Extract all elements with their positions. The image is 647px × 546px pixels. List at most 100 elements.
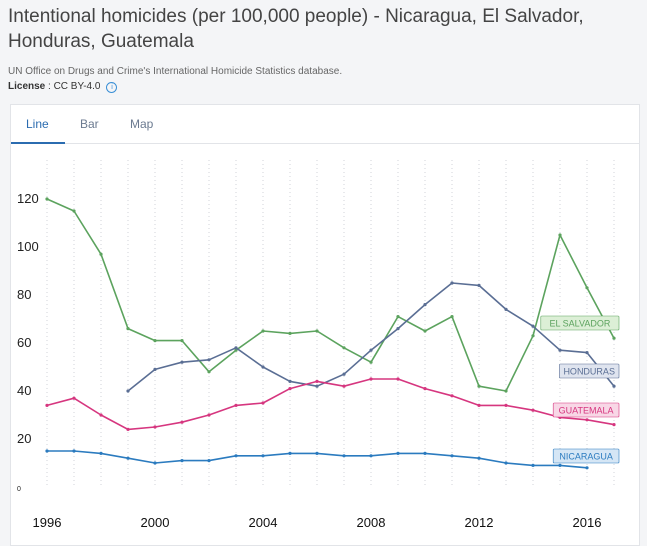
- data-point: [504, 403, 508, 407]
- page-title: Intentional homicides (per 100,000 peopl…: [8, 6, 584, 52]
- data-point: [612, 384, 616, 388]
- active-tab-indicator: [11, 142, 65, 144]
- data-point: [396, 327, 400, 331]
- data-point: [423, 451, 427, 455]
- data-point: [180, 420, 184, 424]
- data-point: [531, 408, 535, 412]
- data-point: [207, 358, 211, 362]
- data-point: [558, 348, 562, 352]
- data-point: [369, 360, 373, 364]
- data-point: [45, 449, 49, 453]
- data-point: [396, 377, 400, 381]
- data-point: [153, 461, 157, 465]
- data-point: [99, 451, 103, 455]
- data-point: [477, 403, 481, 407]
- license-value: : CC BY-4.0: [45, 81, 101, 92]
- x-tick-label: 2004: [249, 515, 278, 530]
- data-point: [477, 283, 481, 287]
- data-point: [72, 449, 76, 453]
- data-point: [342, 384, 346, 388]
- data-point: [342, 454, 346, 458]
- info-icon[interactable]: i: [106, 82, 118, 93]
- data-point: [288, 379, 292, 383]
- data-point: [504, 307, 508, 311]
- data-point: [234, 454, 238, 458]
- data-point: [504, 389, 508, 393]
- data-point: [558, 463, 562, 467]
- data-point: [585, 286, 589, 290]
- legend-label-box: [540, 315, 620, 331]
- data-point: [315, 451, 319, 455]
- data-point: [315, 379, 319, 383]
- data-point: [558, 233, 562, 237]
- y-tick-label: 100: [17, 239, 39, 254]
- legend-label: HONDURAS: [563, 367, 615, 377]
- legend-label-box: [559, 363, 620, 379]
- data-point: [423, 329, 427, 333]
- data-point: [585, 466, 589, 470]
- data-point: [261, 401, 265, 405]
- data-point: [423, 387, 427, 391]
- data-point: [288, 451, 292, 455]
- data-point: [126, 327, 130, 331]
- data-point: [288, 387, 292, 391]
- data-point: [153, 367, 157, 371]
- legend-label: EL SALVADOR: [549, 319, 610, 329]
- x-tick-label: 2012: [465, 515, 494, 530]
- data-point: [153, 425, 157, 429]
- license-label: License: [8, 81, 46, 92]
- data-point: [153, 339, 157, 343]
- source-text: UN Office on Drugs and Crime's Internati…: [8, 66, 343, 77]
- data-point: [369, 348, 373, 352]
- tab-line[interactable]: Line: [26, 117, 49, 131]
- data-point: [207, 459, 211, 463]
- data-point: [234, 346, 238, 350]
- y-tick-label: 120: [17, 191, 39, 206]
- x-tick-label: 2008: [357, 515, 386, 530]
- data-point: [261, 454, 265, 458]
- data-point: [477, 384, 481, 388]
- data-point: [612, 423, 616, 427]
- y-tick-label: 0: [17, 486, 21, 493]
- data-point: [585, 351, 589, 355]
- data-point: [99, 252, 103, 256]
- series-line-el-salvador: [46, 198, 615, 392]
- data-point: [72, 209, 76, 213]
- y-tick-label: 60: [17, 335, 31, 350]
- data-point: [207, 413, 211, 417]
- data-point: [126, 427, 130, 431]
- x-tick-label: 2000: [141, 515, 170, 530]
- data-point: [234, 403, 238, 407]
- data-point: [315, 329, 319, 333]
- data-point: [531, 334, 535, 338]
- legend-label: NICARAGUA: [559, 452, 613, 462]
- data-point: [531, 324, 535, 328]
- legend-label-box: [552, 402, 620, 418]
- tab-bar[interactable]: Bar: [80, 117, 99, 131]
- legend-label-box: [552, 448, 620, 464]
- y-tick-label: 20: [17, 431, 31, 446]
- data-point: [342, 372, 346, 376]
- data-point: [396, 315, 400, 319]
- data-point: [72, 396, 76, 400]
- series-line-guatemala: [46, 378, 615, 431]
- data-point: [369, 454, 373, 458]
- license-row: License : CC BY-4.0 i: [8, 81, 639, 93]
- data-point: [180, 339, 184, 343]
- data-point: [261, 365, 265, 369]
- data-point: [45, 403, 49, 407]
- data-point: [180, 360, 184, 364]
- data-point: [180, 459, 184, 463]
- x-tick-label: 2016: [573, 515, 602, 530]
- data-point: [126, 389, 130, 393]
- data-point: [369, 377, 373, 381]
- tab-map[interactable]: Map: [130, 117, 154, 131]
- chart-card: Line Bar Map: [10, 104, 640, 546]
- data-point: [504, 461, 508, 465]
- data-point: [450, 394, 454, 398]
- data-point: [423, 303, 427, 307]
- data-point: [612, 336, 616, 340]
- data-point: [207, 370, 211, 374]
- data-point: [585, 418, 589, 422]
